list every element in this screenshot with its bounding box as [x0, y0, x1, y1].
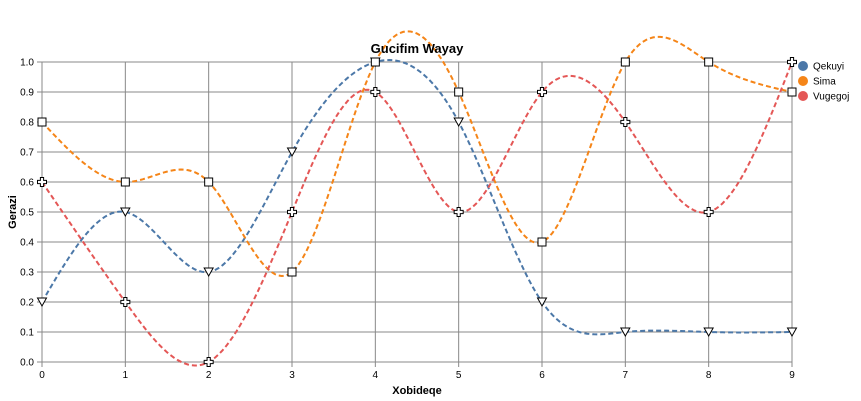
data-point-triangle — [786, 327, 798, 338]
x-tick-label: 6 — [539, 370, 545, 381]
data-point-triangle — [619, 327, 631, 338]
series-line-vugegoj — [41, 61, 793, 367]
data-point-cross — [203, 357, 214, 367]
chart-title: Gucifim Wayay — [371, 41, 464, 56]
data-point-cross — [620, 117, 631, 127]
x-tick-label: 9 — [789, 370, 795, 381]
axes: 0 1 2 3 4 5 6 7 8 9 0.0 0.1 0.2 0.3 0.4 0.5 0.6 0.7 0.8 0.9… — [20, 58, 795, 382]
y-tick-label: 0.0 — [20, 358, 34, 369]
y-tick-label: 0.2 — [20, 298, 34, 309]
data-point-square — [37, 117, 47, 127]
y-tick-label: 0.8 — [20, 118, 34, 129]
data-point-square — [370, 57, 380, 67]
x-tick-label: 0 — [39, 370, 45, 381]
data-point-cross — [537, 87, 547, 97]
series-line-sima — [41, 30, 793, 278]
data-point-square — [287, 267, 297, 277]
data-point-square — [454, 87, 464, 97]
data-point-cross — [287, 207, 297, 217]
series-markers — [36, 57, 798, 367]
data-point-square — [537, 237, 547, 247]
data-point-cross — [453, 207, 464, 217]
y-tick-label: 0.6 — [20, 178, 34, 189]
data-point-cross — [37, 177, 47, 187]
grid — [41, 61, 793, 363]
legend-swatch — [798, 76, 808, 86]
x-tick-label: 3 — [289, 370, 295, 381]
data-point-cross — [120, 297, 131, 307]
legend-swatch — [798, 91, 808, 101]
series-lines — [41, 30, 793, 367]
legend-label: Vugegoj — [813, 92, 849, 103]
y-axis-title: Gerazi — [7, 195, 19, 229]
data-point-square — [620, 57, 630, 67]
data-point-cross — [787, 57, 797, 67]
x-tick-label: 4 — [373, 370, 379, 381]
series-line-qekuyi — [41, 59, 793, 336]
x-tick-label: 8 — [706, 370, 712, 381]
y-tick-label: 1.0 — [20, 58, 34, 69]
y-tick-label: 0.1 — [20, 328, 34, 339]
y-tick-label: 0.3 — [20, 268, 34, 279]
x-tick-label: 1 — [123, 370, 129, 381]
x-tick-label: 2 — [206, 370, 212, 381]
data-point-triangle — [453, 117, 465, 128]
data-point-cross — [703, 207, 714, 217]
data-point-square — [204, 177, 214, 187]
legend: Qekuyi Sima Vugegoj — [798, 61, 849, 103]
legend-swatch — [798, 61, 808, 71]
x-axis-title: Xobideqe — [392, 385, 442, 397]
data-point-triangle — [703, 327, 715, 338]
y-tick-label: 0.4 — [20, 238, 34, 249]
data-point-square — [787, 87, 797, 97]
data-point-cross — [370, 87, 381, 97]
data-point-square — [120, 177, 130, 187]
x-tick-label: 7 — [623, 370, 629, 381]
data-point-triangle — [286, 147, 298, 158]
data-point-triangle — [536, 297, 548, 308]
x-tick-label: 5 — [456, 370, 462, 381]
data-point-square — [704, 57, 714, 67]
data-point-triangle — [203, 267, 215, 278]
y-tick-label: 0.7 — [20, 148, 34, 159]
data-point-triangle — [119, 207, 131, 218]
y-tick-label: 0.5 — [20, 208, 34, 219]
y-tick-label: 0.9 — [20, 88, 34, 99]
data-point-triangle — [36, 297, 48, 308]
legend-label: Qekuyi — [813, 62, 844, 73]
legend-label: Sima — [813, 77, 836, 88]
